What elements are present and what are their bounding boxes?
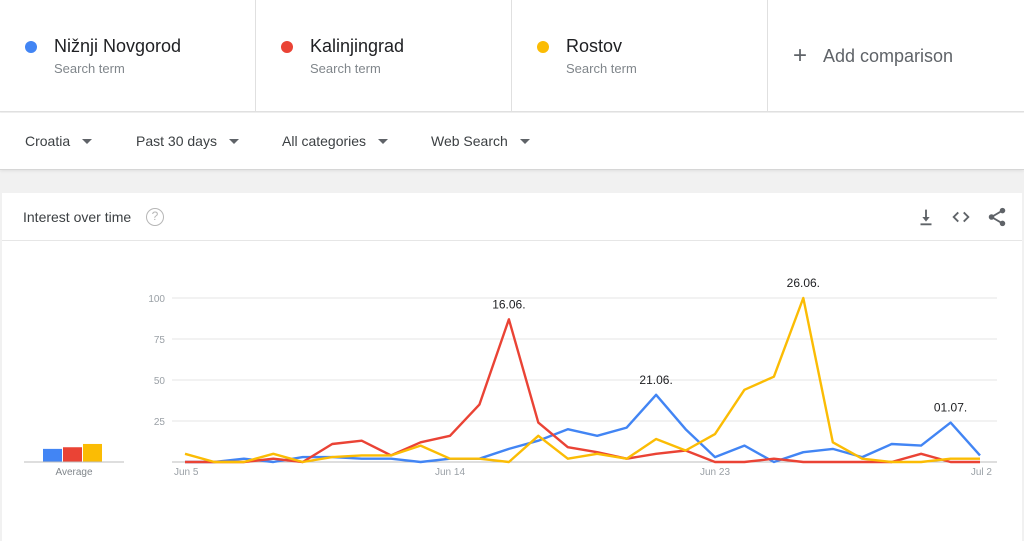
card-title: Interest over time [23,209,132,225]
term-card-nizhny[interactable]: Nižnji Novgorod Search term [0,0,256,112]
average-bar-1 [63,447,82,462]
term-card-kaliningrad[interactable]: Kalinjingrad Search term [256,0,512,112]
filter-bar: Croatia Past 30 days All categories Web … [0,113,1024,170]
interest-chart: Average 25 50 75 100 Jun 5 Jun 14 Jun 23 Jul 2… [24,276,997,478]
term-type-label: Search term [566,61,637,76]
interest-over-time-card: Interest over time ? Average 25 50 75 100 J… [2,193,1022,541]
category-label: All categories [282,133,367,149]
term-card-rostov[interactable]: Rostov Search term [512,0,768,112]
embed-icon[interactable] [950,206,972,228]
series-color-dot [537,41,549,53]
x-tick-label: Jun 23 [700,467,730,478]
average-bar-2 [83,443,102,462]
peak-annotation-label: 16.06. [492,297,525,311]
series-line-0[interactable] [185,393,981,464]
term-name: Rostov [566,36,623,56]
average-label: Average [55,467,93,478]
x-axis-ticks: Jun 5 Jun 14 Jun 23 Jul 2 [174,467,992,478]
series-color-dot [281,41,293,53]
chevron-down-icon [228,138,239,144]
search-type-dropdown[interactable]: Web Search [431,133,530,149]
term-name: Kalinjingrad [310,36,405,56]
region-label: Croatia [25,133,71,149]
category-dropdown[interactable]: All categories [282,133,389,149]
download-icon[interactable] [915,206,937,228]
search-terms-bar: Nižnji Novgorod Search term Kalinjingrad… [0,0,1024,112]
chevron-down-icon [519,138,530,144]
y-tick-label: 50 [154,376,166,387]
chevron-down-icon [378,138,389,144]
chart-series [184,296,981,464]
x-tick-label: Jun 14 [435,467,465,478]
plus-icon: + [792,42,807,69]
peak-annotation-label: 01.07. [934,401,967,415]
period-label: Past 30 days [136,133,217,149]
series-line-2[interactable] [184,296,980,464]
peak-annotation-label: 26.06. [787,276,820,290]
share-icon[interactable] [986,206,1008,228]
peak-annotations: 16.06. 21.06. 26.06. 01.07. [492,276,967,415]
term-type-label: Search term [310,61,381,76]
term-name: Nižnji Novgorod [54,36,182,56]
x-tick-label: Jun 5 [174,467,199,478]
x-tick-label: Jul 2 [971,467,993,478]
period-dropdown[interactable]: Past 30 days [136,133,239,149]
add-comparison-button[interactable]: + Add comparison [768,0,1024,112]
add-comparison-label: Add comparison [823,45,954,66]
y-tick-label: 25 [154,417,166,428]
search-type-label: Web Search [431,133,508,149]
term-type-label: Search term [54,61,125,76]
card-header: Interest over time ? [2,193,1022,241]
help-icon[interactable]: ? [146,208,164,226]
average-bars: Average [24,443,124,478]
y-tick-label: 75 [154,335,166,346]
y-axis-ticks: 25 50 75 100 [148,294,165,428]
chevron-down-icon [82,138,93,144]
average-bar-0 [43,448,62,462]
series-line-1[interactable] [185,318,980,464]
peak-annotation-label: 21.06. [639,373,672,387]
series-color-dot [25,41,37,53]
chart-gridlines [172,297,997,463]
y-tick-label: 100 [148,294,165,305]
region-dropdown[interactable]: Croatia [25,133,93,149]
